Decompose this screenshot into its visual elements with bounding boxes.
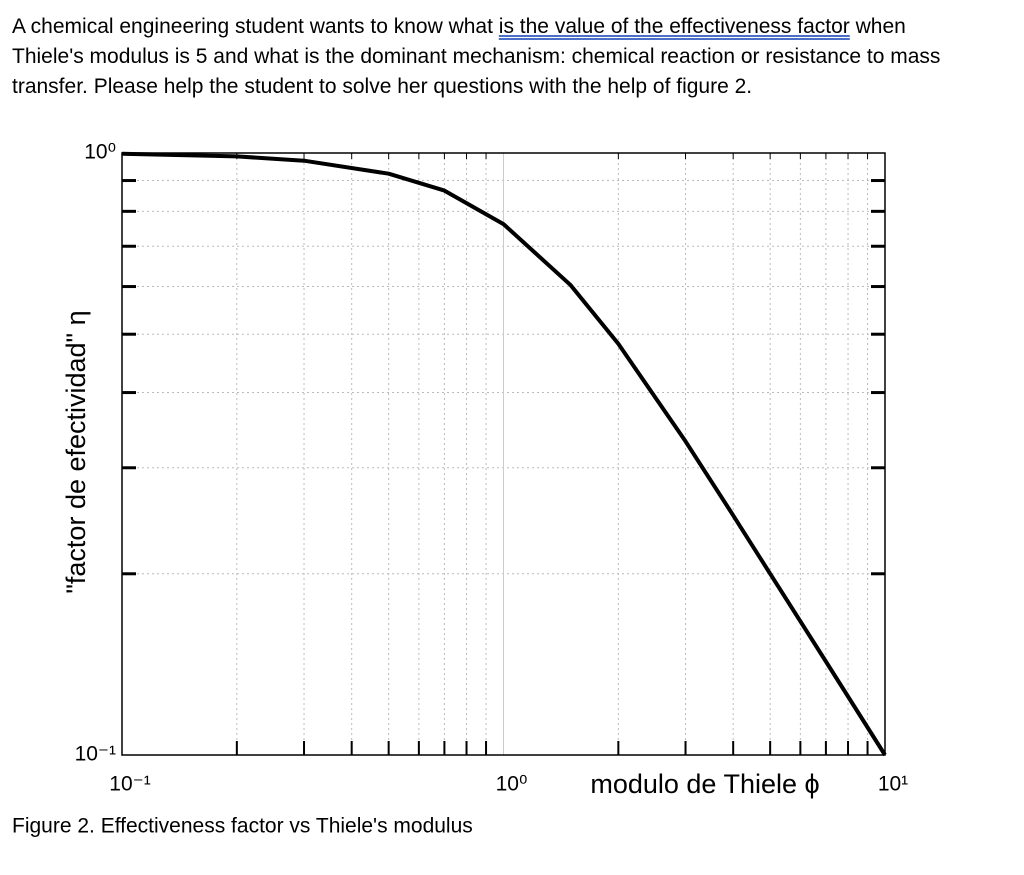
question: A chemical engineering student wants to … [12,12,972,102]
question-text: A chemical engineering student wants to … [12,15,499,38]
x-tick-label: 10⁰ [496,773,528,796]
question-underlined: is the value of the effectiveness factor [498,15,850,38]
plot-frame [121,152,886,756]
y-axis-label: "factor de efectividad" η [61,310,91,593]
y-tick-label: 10⁻¹ [75,743,116,766]
caption: Figure 2. Effectiveness factor vs Thiele… [12,815,473,838]
y-tick-label: 10⁰ [84,141,116,164]
question-text: when Thiele's modulus is 5 and what is t… [12,15,941,98]
x-tick-label: 10⁻¹ [109,773,150,796]
curve [121,151,887,757]
x-tick-label: 10¹ [878,773,908,796]
x-axis-label: modulo de Thiele ϕ [590,769,819,799]
